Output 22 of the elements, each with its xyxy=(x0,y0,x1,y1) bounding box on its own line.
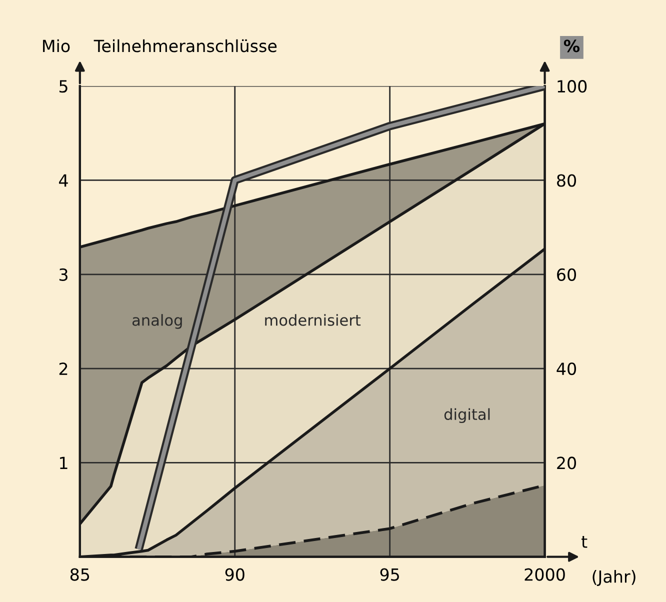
x-tick-label: 90 xyxy=(225,568,244,581)
x-tick-label: 85 xyxy=(70,568,90,581)
series-label: digital xyxy=(444,408,490,424)
x-tick-label: 2000 xyxy=(524,568,565,581)
y2-tick-label: 80 xyxy=(557,174,576,187)
y2-axis-title: % xyxy=(564,40,580,52)
y-tick-label: 2 xyxy=(59,362,68,375)
chart-title: Teilnehmeranschlüsse xyxy=(94,39,277,52)
y2-tick-label: 20 xyxy=(557,456,576,470)
y-tick-label: 5 xyxy=(59,80,68,93)
y-tick-label: 1 xyxy=(60,456,68,470)
y2-tick-label: 100 xyxy=(558,80,587,93)
y-axis-title: Mio xyxy=(43,39,70,52)
x-axis-title: t xyxy=(581,536,588,548)
y-tick-label: 3 xyxy=(59,268,68,281)
x-tick-label: 95 xyxy=(380,568,399,581)
y2-tick-label: 40 xyxy=(556,362,576,376)
series-label: analog xyxy=(132,314,182,329)
y2-tick-label: 60 xyxy=(557,268,576,281)
y-tick-label: 4 xyxy=(59,174,68,187)
series-label: modernisiert xyxy=(265,314,361,326)
text: (Jahr) xyxy=(592,570,636,586)
